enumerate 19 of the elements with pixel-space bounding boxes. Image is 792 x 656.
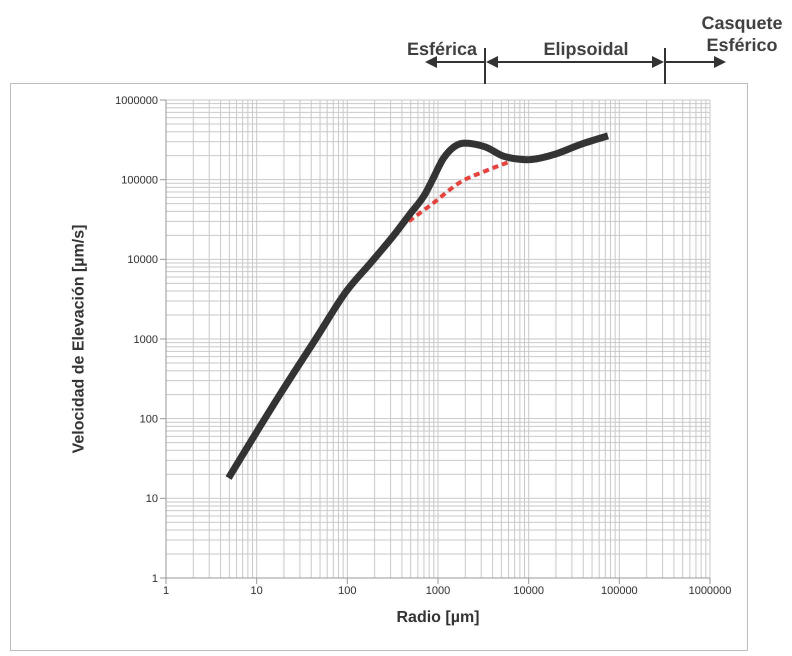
y-tick-label: 10000: [127, 254, 158, 266]
y-tick-label: 100: [140, 414, 158, 426]
x-axis-title: Radio [µm]: [396, 609, 480, 626]
x-tick-label: 100000: [600, 584, 638, 597]
text: Casquete Esférico: [700, 12, 784, 56]
x-tick-label: 10: [250, 584, 263, 597]
y-tick-label: 1: [152, 572, 158, 585]
x-tick-label: 1000: [426, 584, 450, 597]
y-tick-label: 100000: [121, 174, 158, 187]
x-tick-label: 1000000: [688, 584, 732, 597]
y-tick-label: 10: [146, 493, 158, 506]
text: Esférica: [406, 38, 478, 60]
y-axis-title: Velocidad de Elevación [µm/s]: [70, 224, 88, 454]
x-tick-label: 1: [162, 584, 170, 597]
y-tick-label: 1000: [134, 334, 158, 346]
x-tick-label: 100: [338, 584, 357, 597]
x-tick-label: 10000: [513, 584, 544, 597]
y-tick-label: 1000000: [115, 94, 158, 107]
text: Elipsoidal: [542, 38, 630, 60]
